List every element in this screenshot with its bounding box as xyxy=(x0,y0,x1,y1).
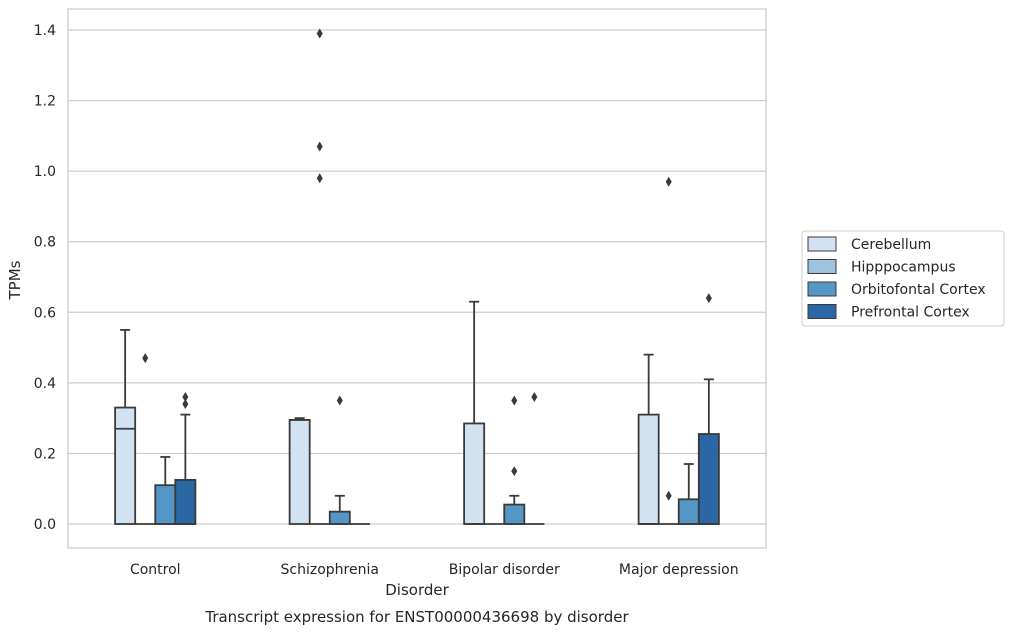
x-tick-label: Major depression xyxy=(619,562,739,578)
y-tick-label: 1.4 xyxy=(34,23,56,39)
legend-swatch xyxy=(807,304,837,319)
y-tick-label: 0.0 xyxy=(34,517,56,533)
outlier-point xyxy=(511,466,518,477)
outlier-point xyxy=(511,395,518,406)
box-2-0 xyxy=(154,456,177,525)
box-3-3 xyxy=(697,293,720,525)
box-body xyxy=(637,413,660,525)
legend-frame xyxy=(801,230,1005,327)
legend-swatch xyxy=(807,281,837,297)
y-tick-label: 0.8 xyxy=(34,235,56,251)
box-body xyxy=(114,406,137,525)
x-axis-label: Disorder xyxy=(385,581,449,599)
y-tick-label: 0.2 xyxy=(34,446,56,462)
y-tick-label: 1.2 xyxy=(34,94,56,110)
box-body xyxy=(677,498,700,525)
chart-caption: Transcript expression for ENST0000043669… xyxy=(204,608,629,626)
y-tick-label: 0.6 xyxy=(34,305,56,321)
outlier-point xyxy=(531,391,538,402)
plot-frame xyxy=(67,8,767,549)
box-body xyxy=(288,419,311,525)
outlier-point xyxy=(316,141,323,152)
outlier-point xyxy=(182,399,189,410)
box-2-1 xyxy=(328,395,351,525)
legend: Cerebellum Hipppocampus Orbitofontal Corte… xyxy=(801,230,1005,327)
plot-area xyxy=(68,9,766,548)
box-body xyxy=(463,422,486,525)
legend-swatch xyxy=(807,236,837,252)
outlier-point xyxy=(142,353,149,364)
x-tick-label: Control xyxy=(130,562,181,578)
box-0-1 xyxy=(288,417,311,525)
box-body xyxy=(503,503,526,525)
box-0-2 xyxy=(463,300,486,525)
y-tick-label: 1.0 xyxy=(34,164,56,180)
legend-label: Cerebellum xyxy=(851,237,931,253)
outlier-point xyxy=(705,293,712,304)
y-tick-labels: 0.0 0.2 0.4 0.6 0.8 1.0 1.2 1.4 xyxy=(34,23,56,533)
box-body xyxy=(154,484,177,525)
box-2-3 xyxy=(677,463,700,525)
box-3-2 xyxy=(524,391,545,525)
box-2-2 xyxy=(503,395,526,525)
boxes xyxy=(114,28,720,525)
box-body xyxy=(174,478,197,525)
x-tick-label: Schizophrenia xyxy=(281,562,379,578)
box-1-3 xyxy=(658,176,679,525)
legend-label: Prefrontal Cortex xyxy=(851,305,970,321)
x-tick-labels: Control Schizophrenia Bipolar disorder Majo… xyxy=(130,562,739,578)
legend-label: Hipppocampus xyxy=(851,260,956,276)
legend-label: Orbitofontal Cortex xyxy=(851,282,986,298)
box-body xyxy=(697,433,720,525)
outlier-point xyxy=(336,395,343,406)
box-1-0 xyxy=(135,353,156,525)
outlier-point xyxy=(665,490,672,501)
legend-swatch xyxy=(807,259,837,274)
y-tick-label: 0.4 xyxy=(34,376,56,392)
outlier-point xyxy=(182,391,189,402)
box-0-0 xyxy=(114,329,137,525)
y-axis-label: TPMs xyxy=(6,260,24,300)
x-tick-label: Bipolar disorder xyxy=(449,562,560,578)
outlier-point xyxy=(316,28,323,39)
gridlines xyxy=(68,29,766,525)
box-body xyxy=(328,510,351,525)
outlier-point xyxy=(316,173,323,184)
box-3-0 xyxy=(174,391,197,525)
box-1-1 xyxy=(309,28,330,525)
outlier-point xyxy=(665,176,672,187)
box-0-3 xyxy=(637,353,660,525)
